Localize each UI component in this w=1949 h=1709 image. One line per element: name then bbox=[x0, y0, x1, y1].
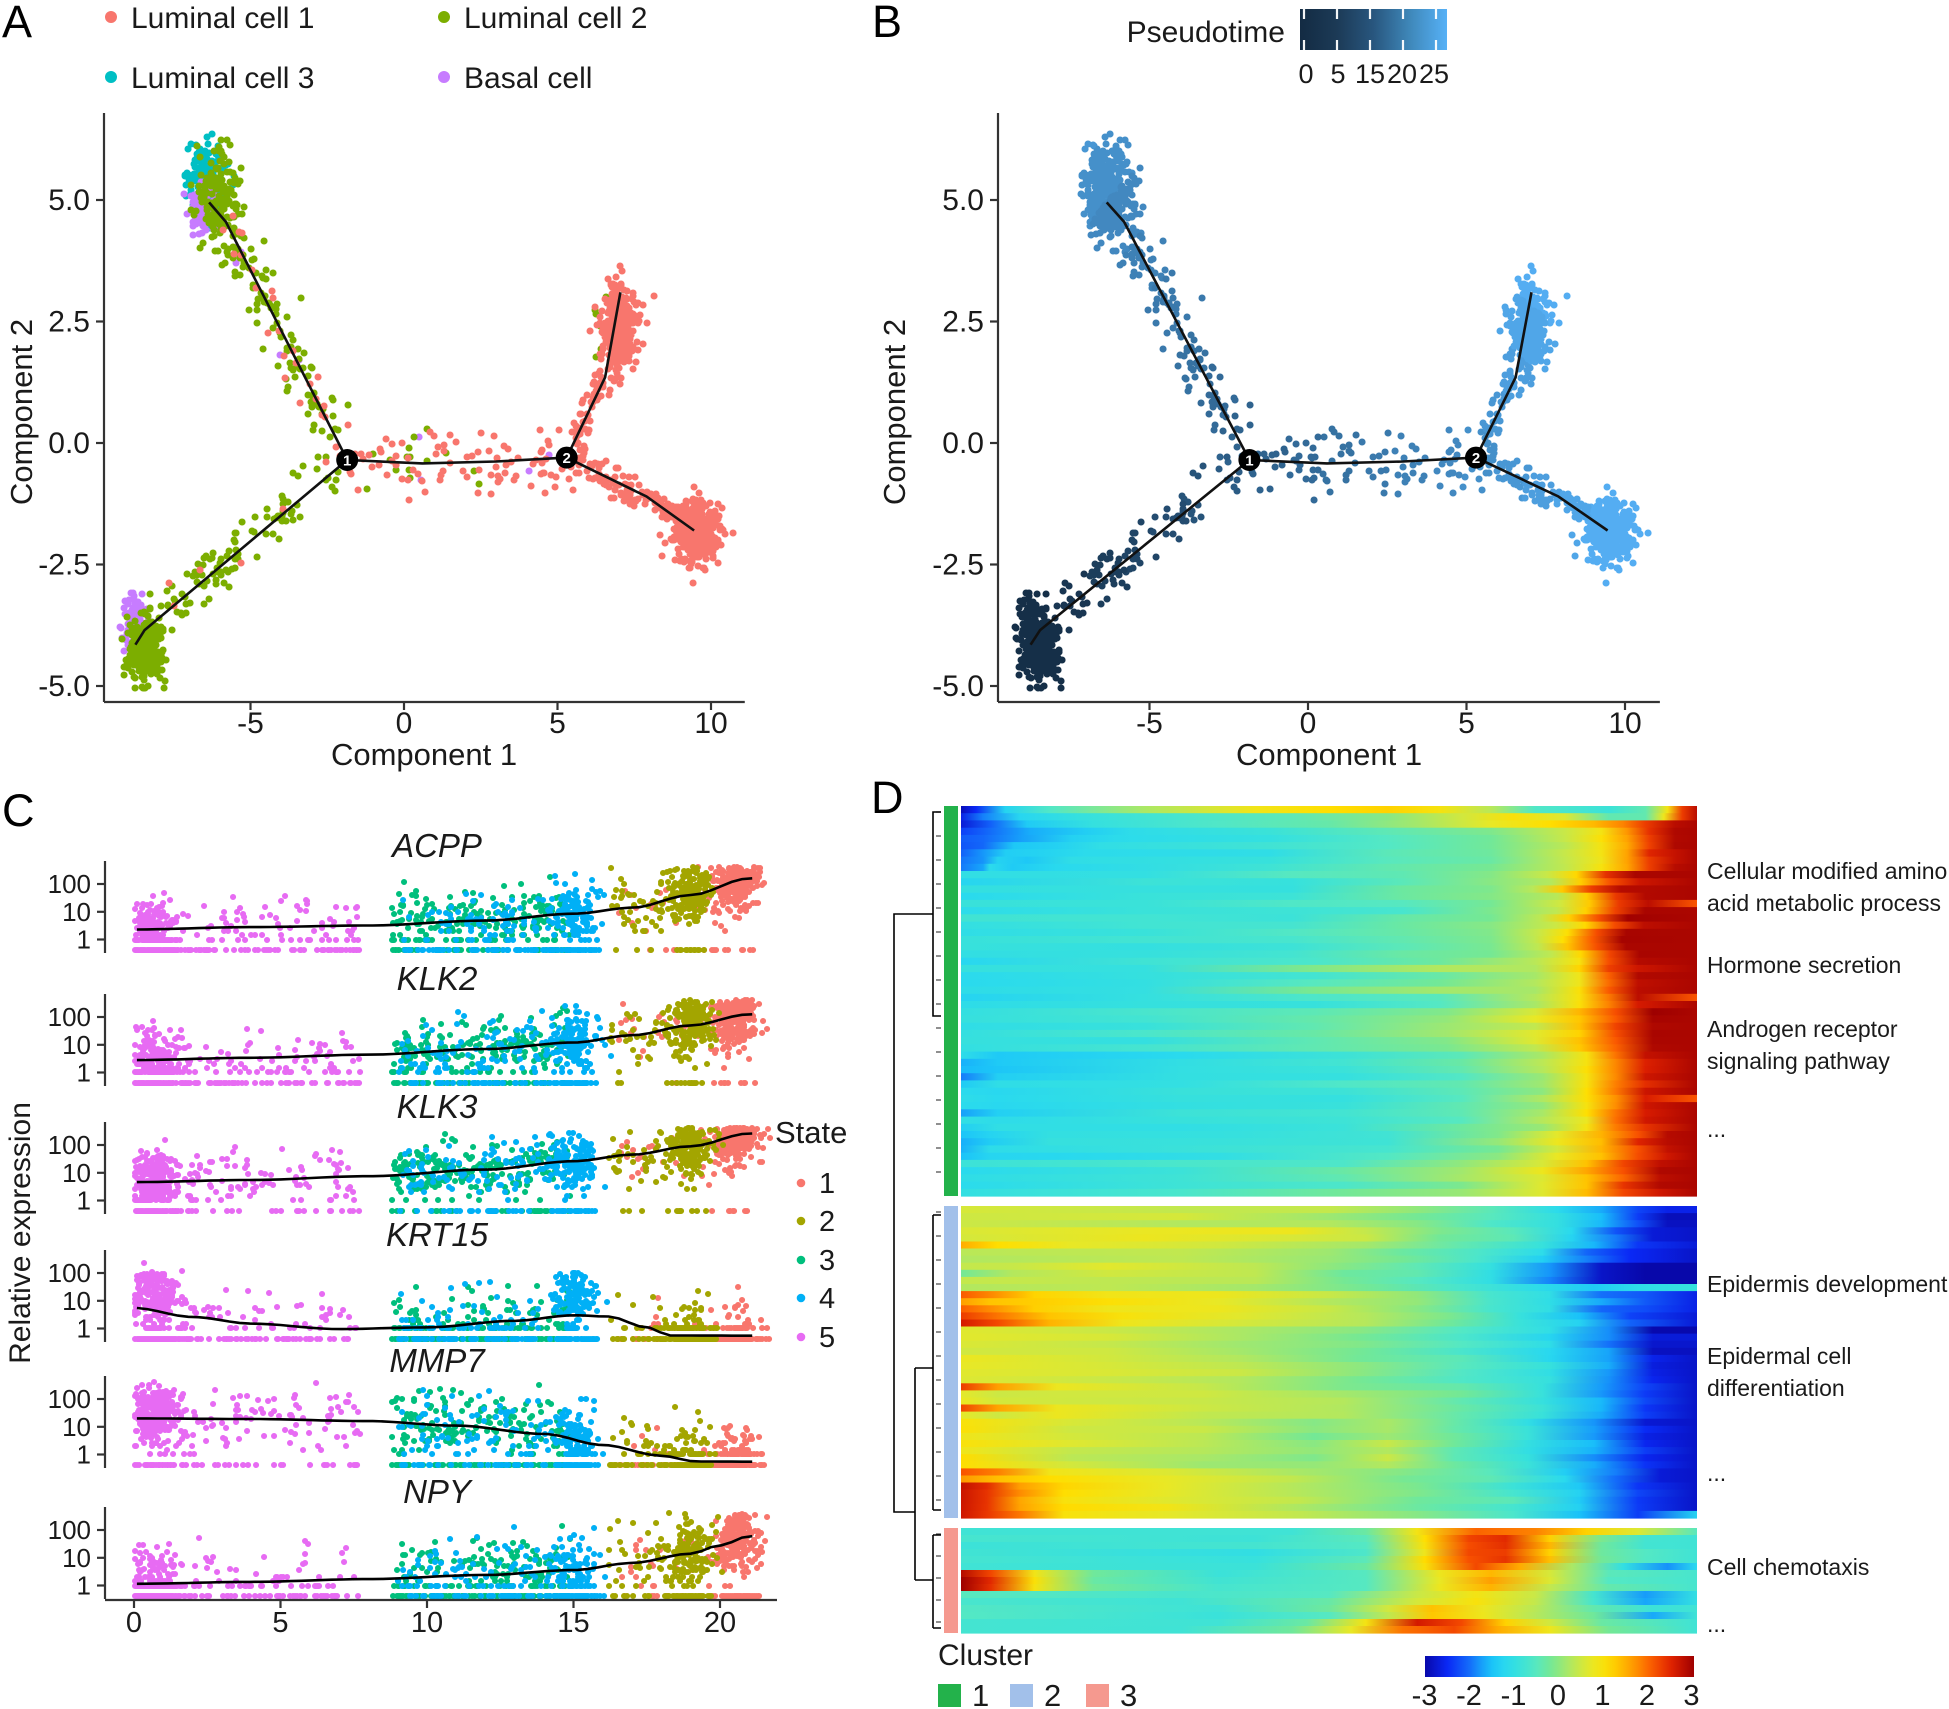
svg-text:D: D bbox=[871, 772, 904, 823]
svg-text:10: 10 bbox=[62, 1286, 91, 1316]
svg-text:Epidermis development: Epidermis development bbox=[1707, 1271, 1948, 1297]
svg-text:acid metabolic process: acid metabolic process bbox=[1707, 890, 1941, 916]
svg-text:5: 5 bbox=[272, 1607, 288, 1639]
svg-text:10: 10 bbox=[411, 1607, 443, 1639]
svg-text:-2.5: -2.5 bbox=[932, 549, 984, 582]
svg-text:1: 1 bbox=[972, 1678, 989, 1709]
svg-text:1: 1 bbox=[1245, 453, 1253, 470]
svg-text:5: 5 bbox=[819, 1322, 835, 1354]
svg-text:100: 100 bbox=[48, 1384, 91, 1414]
svg-text:5: 5 bbox=[1458, 707, 1475, 740]
svg-text:100: 100 bbox=[48, 1515, 91, 1545]
svg-text:5.0: 5.0 bbox=[48, 184, 90, 217]
svg-text:20: 20 bbox=[704, 1607, 736, 1639]
svg-text:Androgen receptor: Androgen receptor bbox=[1707, 1016, 1898, 1042]
svg-text:2: 2 bbox=[1044, 1678, 1061, 1709]
svg-text:2.5: 2.5 bbox=[48, 306, 90, 339]
svg-text:Pseudotime: Pseudotime bbox=[1127, 16, 1285, 49]
svg-text:...: ... bbox=[1707, 1460, 1726, 1486]
svg-text:...: ... bbox=[1707, 1611, 1726, 1637]
svg-text:25: 25 bbox=[1419, 59, 1449, 89]
svg-text:5: 5 bbox=[549, 707, 566, 740]
svg-text:...: ... bbox=[1707, 1116, 1726, 1142]
svg-text:100: 100 bbox=[48, 1258, 91, 1288]
svg-text:Cellular modified amino: Cellular modified amino bbox=[1707, 858, 1947, 884]
svg-text:10: 10 bbox=[62, 1543, 91, 1573]
svg-text:-3: -3 bbox=[1412, 1680, 1438, 1709]
svg-text:-5: -5 bbox=[237, 707, 264, 740]
svg-text:100: 100 bbox=[48, 1130, 91, 1160]
svg-text:10: 10 bbox=[62, 897, 91, 927]
svg-text:Component 2: Component 2 bbox=[877, 319, 912, 505]
svg-text:-5.0: -5.0 bbox=[38, 670, 90, 703]
svg-text:Component 1: Component 1 bbox=[331, 737, 517, 772]
svg-text:State: State bbox=[775, 1115, 847, 1150]
svg-text:Luminal cell 1: Luminal cell 1 bbox=[131, 2, 314, 35]
svg-text:-2.5: -2.5 bbox=[38, 549, 90, 582]
svg-text:KLK2: KLK2 bbox=[397, 960, 478, 997]
svg-text:0.0: 0.0 bbox=[48, 427, 90, 460]
svg-text:KRT15: KRT15 bbox=[386, 1216, 489, 1253]
svg-text:-5.0: -5.0 bbox=[932, 670, 984, 703]
svg-text:Basal cell: Basal cell bbox=[464, 62, 592, 95]
svg-text:1: 1 bbox=[1594, 1680, 1610, 1709]
svg-text:20: 20 bbox=[1387, 59, 1417, 89]
svg-text:1: 1 bbox=[77, 925, 91, 955]
svg-text:3: 3 bbox=[819, 1245, 835, 1277]
svg-text:15: 15 bbox=[1355, 59, 1385, 89]
svg-text:15: 15 bbox=[557, 1607, 589, 1639]
svg-text:0: 0 bbox=[1298, 59, 1313, 89]
svg-text:0: 0 bbox=[1300, 707, 1317, 740]
svg-text:0: 0 bbox=[126, 1607, 142, 1639]
svg-text:1: 1 bbox=[77, 1058, 91, 1088]
svg-text:Component 1: Component 1 bbox=[1236, 737, 1422, 772]
svg-text:B: B bbox=[872, 0, 902, 47]
svg-text:MMP7: MMP7 bbox=[389, 1342, 486, 1379]
svg-text:-2: -2 bbox=[1456, 1680, 1482, 1709]
svg-text:0.0: 0.0 bbox=[942, 427, 984, 460]
svg-text:Relative expression: Relative expression bbox=[4, 1102, 37, 1364]
svg-text:KLK3: KLK3 bbox=[397, 1088, 478, 1125]
svg-text:A: A bbox=[2, 0, 32, 47]
svg-text:5: 5 bbox=[1330, 59, 1345, 89]
svg-text:4: 4 bbox=[819, 1283, 835, 1315]
svg-text:2: 2 bbox=[563, 450, 571, 467]
svg-text:10: 10 bbox=[1608, 707, 1641, 740]
svg-text:10: 10 bbox=[62, 1030, 91, 1060]
svg-text:NPY: NPY bbox=[403, 1473, 473, 1510]
svg-text:ACPP: ACPP bbox=[390, 827, 482, 864]
svg-text:5.0: 5.0 bbox=[942, 184, 984, 217]
svg-text:3: 3 bbox=[1120, 1678, 1137, 1709]
svg-text:1: 1 bbox=[77, 1314, 91, 1344]
svg-text:1: 1 bbox=[343, 453, 351, 470]
svg-text:Luminal cell 3: Luminal cell 3 bbox=[131, 62, 314, 95]
svg-text:1: 1 bbox=[77, 1571, 91, 1601]
svg-text:100: 100 bbox=[48, 1002, 91, 1032]
svg-text:10: 10 bbox=[62, 1158, 91, 1188]
svg-text:C: C bbox=[2, 785, 35, 836]
svg-text:1: 1 bbox=[77, 1440, 91, 1470]
svg-text:Component 2: Component 2 bbox=[4, 319, 39, 505]
svg-text:2.5: 2.5 bbox=[942, 306, 984, 339]
svg-text:100: 100 bbox=[48, 869, 91, 899]
svg-text:signaling pathway: signaling pathway bbox=[1707, 1048, 1890, 1074]
svg-text:0: 0 bbox=[1550, 1680, 1566, 1709]
svg-text:1: 1 bbox=[819, 1168, 835, 1200]
svg-text:2: 2 bbox=[819, 1206, 835, 1238]
svg-text:1: 1 bbox=[77, 1186, 91, 1216]
svg-text:-1: -1 bbox=[1501, 1680, 1527, 1709]
svg-text:10: 10 bbox=[694, 707, 727, 740]
svg-text:0: 0 bbox=[396, 707, 413, 740]
svg-text:Luminal cell 2: Luminal cell 2 bbox=[464, 2, 647, 35]
svg-text:2: 2 bbox=[1472, 450, 1480, 467]
svg-text:Cluster: Cluster bbox=[938, 1639, 1033, 1672]
svg-text:-5: -5 bbox=[1136, 707, 1163, 740]
svg-text:Hormone secretion: Hormone secretion bbox=[1707, 952, 1901, 978]
svg-text:Cell chemotaxis: Cell chemotaxis bbox=[1707, 1554, 1869, 1580]
svg-text:3: 3 bbox=[1683, 1680, 1699, 1709]
svg-text:10: 10 bbox=[62, 1412, 91, 1442]
svg-text:2: 2 bbox=[1639, 1680, 1655, 1709]
svg-text:Epidermal cell: Epidermal cell bbox=[1707, 1343, 1851, 1369]
svg-text:differentiation: differentiation bbox=[1707, 1375, 1845, 1401]
